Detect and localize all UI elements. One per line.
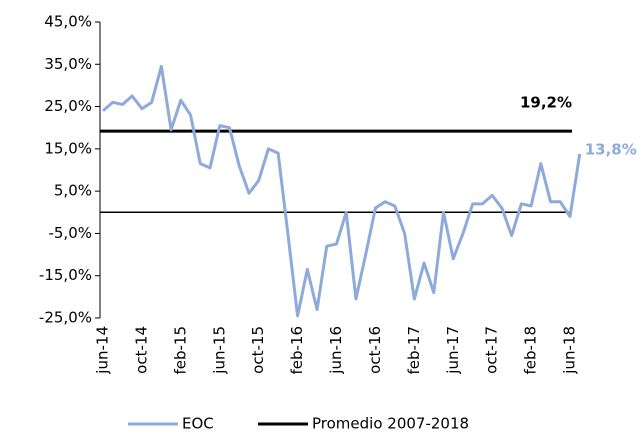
- y-tick-label: 25,0%: [44, 97, 92, 115]
- legend-label: Promedio 2007-2018: [312, 415, 469, 433]
- reference-label: 19,2%: [520, 94, 572, 112]
- legend-label: EOC: [182, 415, 214, 433]
- x-tick-label: jun-15: [210, 326, 228, 375]
- y-tick-label: 5,0%: [54, 182, 92, 200]
- y-tick-label: 35,0%: [44, 55, 92, 73]
- y-tick-label: 45,0%: [44, 13, 92, 31]
- x-tick-label: feb-16: [288, 326, 306, 375]
- x-tick-label: feb-18: [522, 326, 540, 375]
- x-tick-label: oct-15: [249, 326, 267, 374]
- x-tick-label: feb-17: [405, 326, 423, 375]
- y-tick-label: -15,0%: [39, 266, 92, 284]
- x-tick-label: jun-18: [561, 326, 579, 375]
- data-label: 13,8%: [585, 140, 637, 158]
- x-tick-label: jun-16: [327, 326, 345, 375]
- series-line: [102, 64, 582, 318]
- x-tick-label: oct-16: [366, 326, 384, 374]
- x-tick-label: oct-17: [483, 326, 501, 374]
- x-tick-label: jun-14: [94, 326, 112, 375]
- y-tick-label: -25,0%: [39, 309, 92, 327]
- x-tick-label: feb-15: [171, 326, 189, 375]
- x-tick-label: oct-14: [132, 326, 150, 374]
- y-tick-label: 15,0%: [44, 139, 92, 157]
- x-tick-label: jun-17: [444, 326, 462, 375]
- y-tick-label: -5,0%: [48, 224, 92, 242]
